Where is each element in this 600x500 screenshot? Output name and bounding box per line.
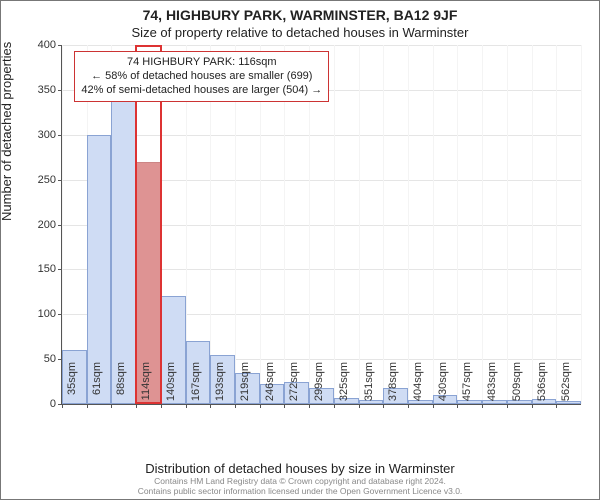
xtick-mark [62,404,63,408]
xtick-label: 325sqm [338,362,350,408]
xtick-label: 457sqm [461,362,473,408]
xtick-mark [532,404,533,408]
xtick-mark [309,404,310,408]
xtick-label: 351sqm [363,362,375,408]
gridline-v [334,45,335,404]
footer-line-2: Contains public sector information licen… [138,486,463,496]
xtick-mark [383,404,384,408]
annotation-line-3: 42% of semi-detached houses are larger (… [81,84,322,98]
xtick-mark [87,404,88,408]
gridline-v [457,45,458,404]
xtick-label: 536sqm [536,362,548,408]
xtick-label: 167sqm [190,362,202,408]
gridline-v [507,45,508,404]
gridline-v [433,45,434,404]
gridline-h [62,135,581,136]
xtick-mark [235,404,236,408]
xtick-label: 219sqm [239,362,251,408]
ytick-label: 350 [6,84,56,96]
gridline-h [62,45,581,46]
page-subtitle: Size of property relative to detached ho… [1,25,599,40]
annotation-line-2: ← 58% of detached houses are smaller (69… [81,70,322,84]
xtick-mark [284,404,285,408]
xtick-mark [161,404,162,408]
xtick-mark [111,404,112,408]
gridline-v [359,45,360,404]
xtick-mark [408,404,409,408]
xtick-label: 299sqm [313,362,325,408]
xtick-mark [210,404,211,408]
xtick-mark [186,404,187,408]
xtick-mark [260,404,261,408]
xtick-label: 509sqm [511,362,523,408]
ytick-label: 50 [6,353,56,365]
x-axis-label: Distribution of detached houses by size … [1,461,599,476]
annotation-box: 74 HIGHBURY PARK: 116sqm← 58% of detache… [74,51,329,102]
gridline-v [532,45,533,404]
ytick-label: 250 [6,174,56,186]
ytick-label: 300 [6,129,56,141]
xtick-label: 193sqm [214,362,226,408]
xtick-label: 35sqm [66,362,78,408]
xtick-label: 430sqm [437,362,449,408]
annotation-line-1: 74 HIGHBURY PARK: 116sqm [81,56,322,70]
chart-page: 74, HIGHBURY PARK, WARMINSTER, BA12 9JF … [0,0,600,500]
xtick-label: 140sqm [165,362,177,408]
xtick-label: 483sqm [486,362,498,408]
xtick-mark [556,404,557,408]
xtick-mark [507,404,508,408]
xtick-mark [136,404,137,408]
gridline-v [581,45,582,404]
page-title: 74, HIGHBURY PARK, WARMINSTER, BA12 9JF [1,7,599,23]
footer-attribution: Contains HM Land Registry data © Crown c… [1,477,599,496]
ytick-label: 150 [6,263,56,275]
gridline-v [408,45,409,404]
xtick-mark [433,404,434,408]
xtick-mark [359,404,360,408]
ytick-label: 200 [6,219,56,231]
xtick-label: 404sqm [412,362,424,408]
xtick-label: 114sqm [140,362,152,408]
ytick-label: 400 [6,39,56,51]
ytick-label: 0 [6,398,56,410]
gridline-v [383,45,384,404]
gridline-v [556,45,557,404]
xtick-label: 562sqm [560,362,572,408]
xtick-label: 88sqm [115,362,127,408]
histogram-bar [111,99,136,404]
histogram-plot: 05010015020025030035040035sqm61sqm88sqm1… [61,45,581,405]
ytick-label: 100 [6,308,56,320]
gridline-v [482,45,483,404]
xtick-label: 61sqm [91,362,103,408]
xtick-label: 246sqm [264,362,276,408]
xtick-mark [482,404,483,408]
xtick-label: 272sqm [288,362,300,408]
xtick-label: 378sqm [387,362,399,408]
xtick-mark [457,404,458,408]
xtick-mark [334,404,335,408]
